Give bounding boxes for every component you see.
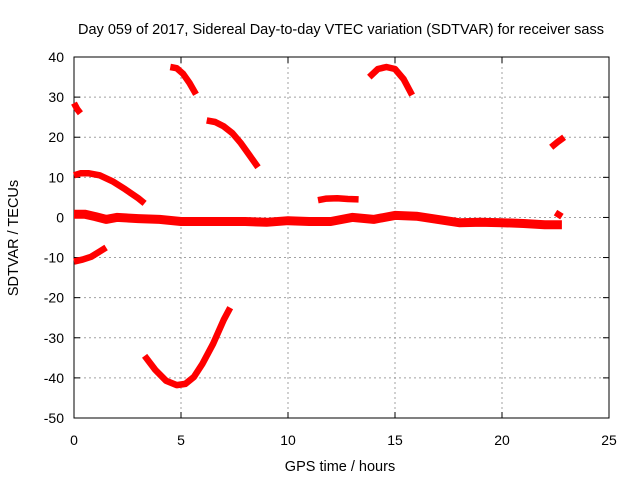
x-tick-label: 15 [387,432,403,448]
x-tick-label: 0 [70,432,78,448]
series-arc-i [549,134,567,150]
series-arc-b [73,170,147,206]
series-arc-g [317,194,359,204]
series-arc-j [553,209,564,220]
series-arc-d [169,63,199,96]
series-arc-e [142,306,234,389]
y-tick-label: -10 [44,250,64,266]
x-tick-label: 20 [494,432,510,448]
x-axis-label: GPS time / hours [285,459,395,475]
axis-ticks: 0 5 10 15 20 25 -50 -40 -30 -20 -10 0 10 20 30 40 [44,49,617,448]
y-tick-label: -20 [44,290,64,306]
grid [74,57,609,418]
plot-frame [73,56,610,419]
chart-title: Day 059 of 2017, Sidereal Day-to-day VTE… [78,22,604,38]
y-tick-label: 30 [48,89,64,105]
y-tick-label: 0 [56,209,64,225]
x-tick-label: 5 [177,432,185,448]
series-arc-h [367,63,415,97]
y-tick-label: 40 [48,49,64,65]
y-tick-label: -40 [44,370,64,386]
y-axis-label: SDTVAR / TECUs [6,180,22,296]
y-tick-label: -50 [44,410,64,426]
series-baseline [74,209,562,230]
y-tick-label: 10 [48,169,64,185]
y-tick-label: 20 [48,129,64,145]
y-tick-label: -30 [44,330,64,346]
series-arc-f [206,117,261,170]
x-tick-label: 10 [280,432,296,448]
series-arc-c [73,244,108,265]
series-arc-a [71,101,83,116]
x-tick-label: 25 [601,432,617,448]
data-series [71,63,567,389]
